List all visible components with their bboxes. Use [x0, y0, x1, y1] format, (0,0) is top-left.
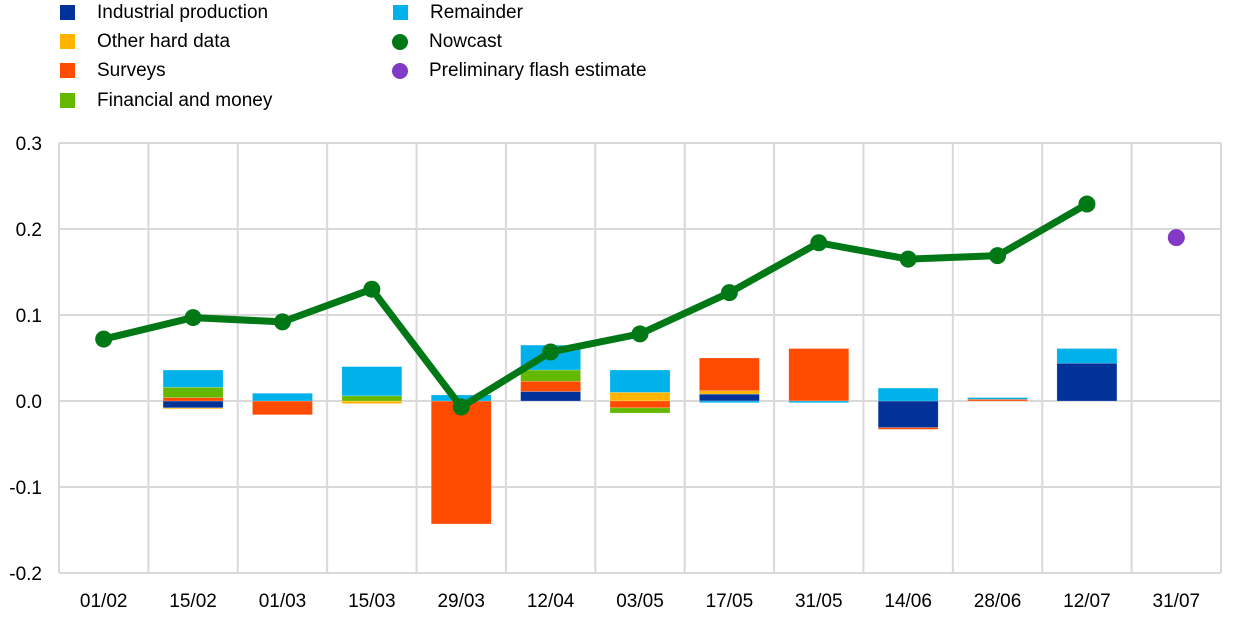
y-tick-label: 0.2	[16, 220, 42, 241]
legend-marker-nowcast	[392, 33, 408, 50]
x-tick-label: 14/06	[884, 591, 932, 612]
legend-swatch-other-hard-data	[60, 34, 75, 49]
x-tick-label: 01/03	[259, 591, 307, 612]
nowcast-point	[363, 280, 381, 298]
nowcast-line	[95, 195, 1185, 416]
legend-item-surveys: Surveys	[60, 56, 166, 85]
x-tick-label: 12/07	[1063, 591, 1111, 612]
bar-segment-industrial-production	[520, 391, 581, 402]
y-tick-label: 0.0	[16, 392, 42, 413]
y-tick-label: -0.2	[9, 564, 42, 585]
nowcast-point	[720, 284, 738, 302]
nowcast-point	[184, 309, 202, 327]
x-tick-label: 12/04	[527, 591, 575, 612]
legend-item-industrial-production: Industrial production	[60, 0, 268, 27]
bar-segment-remainder	[877, 387, 939, 402]
x-tick-label: 01/02	[80, 591, 128, 612]
legend-marker-preliminary-flash-estimate	[392, 62, 408, 79]
nowcast-point	[273, 313, 291, 331]
bar-segment-remainder	[609, 369, 671, 393]
bar-segment-other-hard-data	[609, 392, 671, 402]
legend-label: Remainder	[430, 1, 523, 23]
bar-segment-remainder	[162, 369, 224, 388]
y-axis: 0.3 0.2 0.1 0.0 -0.1 -0.2	[9, 134, 42, 585]
gridlines	[58, 142, 1222, 574]
legend-label: Nowcast	[429, 30, 502, 52]
x-tick-label: 28/06	[974, 591, 1022, 612]
bar-segment-other-hard-data	[162, 407, 224, 410]
bar-segment-industrial-production	[162, 400, 224, 409]
x-tick-label: 17/05	[706, 591, 754, 612]
legend-label: Preliminary flash estimate	[429, 59, 647, 81]
bar-segment-industrial-production	[699, 393, 760, 402]
bar-segment-surveys	[520, 380, 581, 392]
legend-item-preliminary-flash-estimate: Preliminary flash estimate	[392, 56, 647, 85]
x-tick-label: 15/02	[169, 591, 217, 612]
nowcast-point	[989, 247, 1007, 265]
x-tick-label: 29/03	[437, 591, 485, 612]
nowcast-point	[95, 330, 113, 348]
bar-segment-industrial-production	[1056, 362, 1118, 402]
x-tick-label: 15/03	[348, 591, 396, 612]
chart-legend: Industrial production Other hard data Su…	[0, 0, 700, 120]
legend-swatch-financial-and-money	[60, 93, 75, 108]
bar-segment-industrial-production	[877, 400, 939, 428]
y-tick-label: 0.1	[16, 306, 42, 327]
flash-estimate-point	[1167, 229, 1185, 247]
bar-segment-other-hard-data	[699, 390, 760, 395]
bar-segment-financial-and-money	[341, 395, 403, 402]
legend-item-financial-and-money: Financial and money	[60, 86, 272, 115]
bar-segment-surveys	[788, 348, 850, 402]
bar-segment-remainder	[1056, 348, 1118, 364]
x-tick-label: 31/07	[1153, 591, 1201, 612]
bar-segment-remainder	[699, 400, 760, 404]
nowcast-point	[631, 325, 649, 343]
legend-swatch-remainder	[393, 5, 408, 20]
x-tick-label: 03/05	[616, 591, 664, 612]
nowcast-point	[452, 398, 470, 416]
legend-label: Surveys	[97, 59, 166, 81]
bar-segment-remainder	[967, 397, 1028, 400]
bar-segment-surveys	[162, 397, 224, 402]
legend-item-remainder: Remainder	[393, 0, 523, 27]
y-tick-label: 0.3	[16, 134, 42, 155]
bar-segment-financial-and-money	[520, 369, 581, 382]
nowcast-point	[1078, 195, 1096, 213]
bar-segment-surveys	[430, 400, 492, 525]
stacked-bars	[162, 344, 1118, 525]
y-tick-label: -0.1	[9, 478, 42, 499]
legend-label: Other hard data	[97, 30, 231, 52]
bar-segment-remainder	[341, 366, 403, 397]
legend-label: Industrial production	[97, 1, 269, 23]
nowcast-line-path	[102, 201, 1089, 411]
bar-segment-remainder	[788, 400, 850, 404]
bar-segment-remainder	[252, 392, 313, 402]
legend-swatch-industrial-production	[60, 5, 75, 20]
bar-segment-surveys	[252, 400, 313, 416]
x-axis: 01/02 15/02 01/03 15/03 29/03 12/04 03/05 17/05…	[80, 591, 1200, 612]
bar-segment-financial-and-money	[609, 407, 671, 414]
legend-swatch-surveys	[60, 63, 75, 78]
bar-segment-financial-and-money	[162, 386, 224, 398]
x-tick-label: 31/05	[795, 591, 843, 612]
bar-segment-surveys	[699, 357, 760, 391]
bar-segment-surveys	[609, 400, 671, 409]
legend-item-nowcast: Nowcast	[392, 27, 502, 56]
legend-item-other-hard-data: Other hard data	[60, 27, 230, 56]
nowcast-point	[899, 250, 917, 268]
nowcast-point	[542, 343, 560, 361]
bar-segment-surveys	[877, 427, 939, 430]
nowcast-point	[810, 234, 828, 252]
bar-segment-other-hard-data	[341, 400, 403, 404]
legend-label: Financial and money	[97, 89, 273, 111]
